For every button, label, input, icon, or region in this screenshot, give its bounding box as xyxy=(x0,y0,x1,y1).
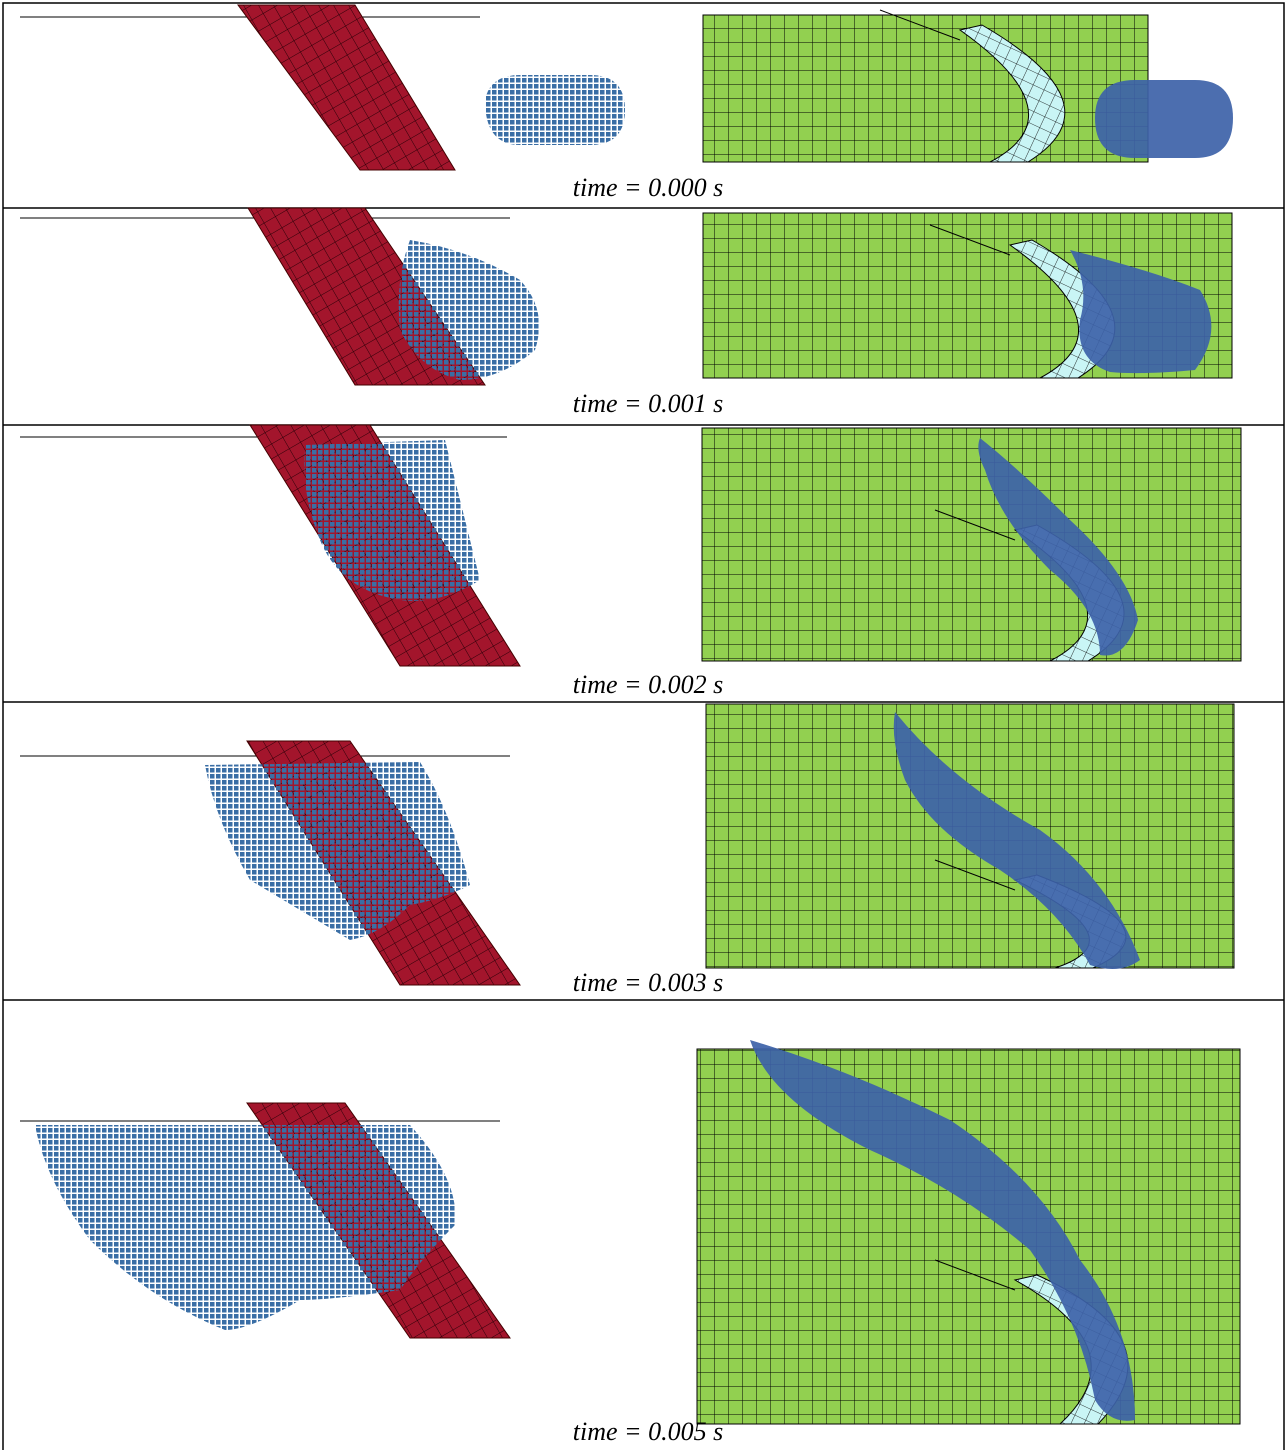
fluid-mesh xyxy=(702,428,1241,661)
time-caption: time = 0.005 s xyxy=(573,1417,723,1446)
snapshot-row: time = 0.003 s xyxy=(20,704,1234,997)
fluid-mesh xyxy=(697,1049,1240,1424)
snapshot-row: time = 0.002 s xyxy=(20,425,1241,699)
time-caption: time = 0.000 s xyxy=(573,173,723,202)
particle-cloud-right xyxy=(1095,80,1233,158)
time-caption: time = 0.003 s xyxy=(573,968,723,997)
snapshot-row: time = 0.001 s xyxy=(20,208,1232,418)
particle-cloud xyxy=(485,75,625,145)
plate-mesh xyxy=(238,5,455,170)
snapshot-row: time = 0.000 s xyxy=(20,5,1233,202)
page: time = 0.000 s time = 0.001 s time = 0.002… xyxy=(0,0,1287,1450)
figure-table: time = 0.000 s time = 0.001 s time = 0.002… xyxy=(0,0,1287,1450)
time-caption: time = 0.002 s xyxy=(573,670,723,699)
fluid-mesh xyxy=(703,15,1148,162)
particle-cloud xyxy=(304,440,480,601)
time-caption: time = 0.001 s xyxy=(573,389,723,418)
snapshot-row: time = 0.005 s xyxy=(20,1040,1240,1446)
